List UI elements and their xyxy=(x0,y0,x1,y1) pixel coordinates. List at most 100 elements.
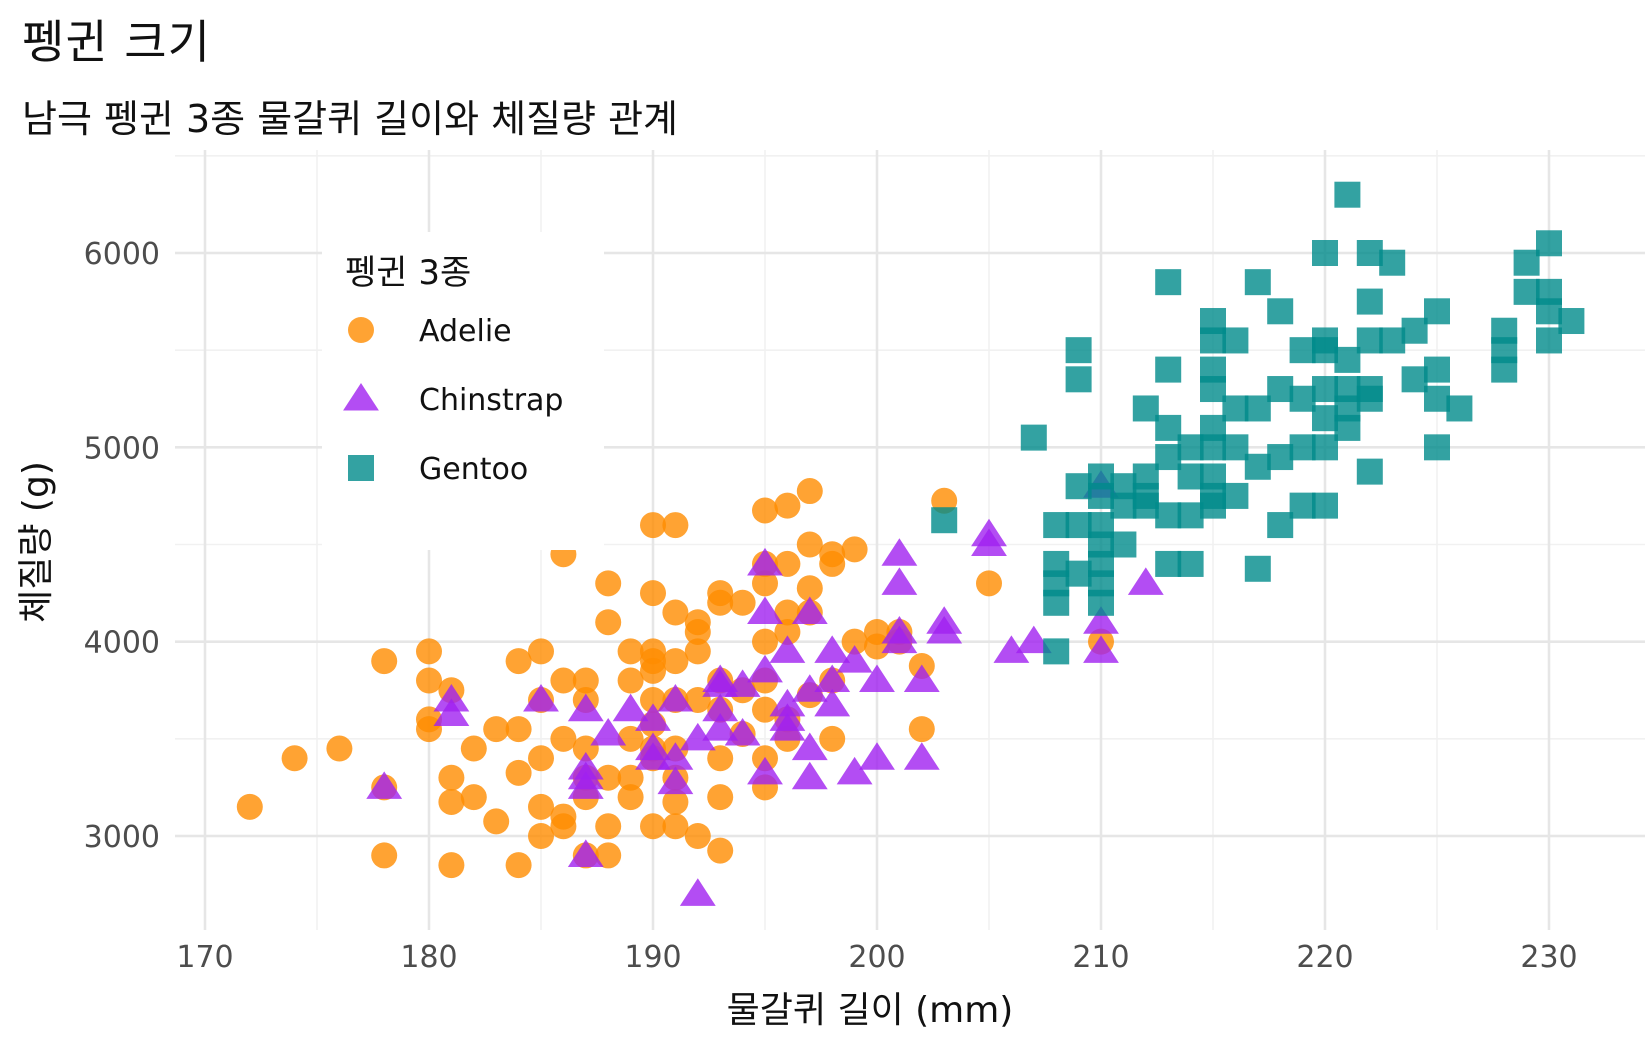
gentoo-point xyxy=(1065,473,1092,500)
adelie-point xyxy=(707,784,734,811)
gentoo-point xyxy=(1334,376,1361,403)
gentoo-point xyxy=(1513,249,1540,276)
gentoo-point xyxy=(1132,395,1159,422)
gentoo-point xyxy=(1289,434,1316,461)
x-axis-title: 물갈퀴 길이 (mm) xyxy=(727,990,1014,1031)
chinstrap-point xyxy=(769,713,806,741)
chinstrap-point xyxy=(859,664,895,693)
gentoo-point xyxy=(1177,463,1204,490)
gentoo-point xyxy=(1312,434,1338,461)
adelie-point xyxy=(841,628,868,655)
gentoo-point xyxy=(1177,502,1204,529)
chinstrap-point xyxy=(433,683,470,712)
gentoo-point xyxy=(1244,555,1271,582)
x-tick-label: 190 xyxy=(624,940,681,975)
chinstrap-point xyxy=(881,538,918,566)
gentoo-point xyxy=(1244,395,1271,422)
adelie-point xyxy=(908,716,935,743)
adelie-point xyxy=(617,764,644,791)
chinstrap-point xyxy=(769,635,806,663)
gentoo-point xyxy=(1088,570,1114,597)
chinstrap-point xyxy=(926,615,963,644)
chinstrap-point xyxy=(433,698,470,727)
gentoo-point xyxy=(931,507,958,534)
x-tick-label: 210 xyxy=(1072,940,1129,975)
chinstrap-point xyxy=(747,756,783,785)
adelie-point xyxy=(505,759,532,786)
series-gentoo xyxy=(931,181,1585,665)
gentoo-point xyxy=(1200,376,1226,403)
gentoo-point xyxy=(1065,512,1092,539)
chinstrap-point xyxy=(657,683,694,712)
adelie-point xyxy=(438,764,465,791)
legend-label: Adelie xyxy=(419,314,512,349)
chinstrap-point xyxy=(747,596,783,625)
legend[interactable]: 펭귄 3종 Adelie Chinstrap Gentoo xyxy=(322,232,604,550)
chinstrap-point xyxy=(567,839,604,867)
gentoo-point xyxy=(1177,434,1204,461)
adelie-point xyxy=(752,570,778,597)
gentoo-point xyxy=(1177,550,1204,577)
adelie-point xyxy=(416,638,442,665)
chinstrap-point xyxy=(747,547,783,576)
gentoo-point xyxy=(1267,512,1294,539)
chinstrap-point xyxy=(523,683,559,712)
chinstrap-point xyxy=(791,674,828,702)
gentoo-point xyxy=(1312,492,1338,519)
adelie-point xyxy=(774,599,801,626)
gentoo-point xyxy=(1401,317,1428,344)
chinstrap-point xyxy=(836,756,873,785)
gentoo-point xyxy=(1267,376,1294,403)
gentoo-point xyxy=(1222,482,1249,509)
legend-item-gentoo[interactable]: Gentoo xyxy=(348,452,528,487)
chinstrap-point xyxy=(366,771,403,799)
legend-item-adelie[interactable]: Adelie xyxy=(348,314,512,349)
chart-subtitle: 남극 펭귄 3종 물갈퀴 길이와 체질량 관계 xyxy=(22,97,679,141)
x-tick-label: 230 xyxy=(1520,940,1577,975)
legend-key-square xyxy=(348,455,374,481)
gentoo-point xyxy=(1155,550,1182,577)
adelie-point xyxy=(528,745,554,772)
gentoo-point xyxy=(1334,181,1361,208)
adelie-point xyxy=(528,638,554,665)
y-tick-label: 6000 xyxy=(84,237,160,272)
adelie-point xyxy=(550,725,577,752)
gentoo-point xyxy=(1065,560,1092,587)
adelie-point xyxy=(640,686,666,713)
adelie-point xyxy=(438,788,465,815)
adelie-point xyxy=(752,497,778,524)
gentoo-point xyxy=(1155,269,1182,296)
adelie-point xyxy=(371,842,398,869)
adelie-point xyxy=(438,852,465,879)
legend-item-chinstrap[interactable]: Chinstrap xyxy=(343,383,563,418)
adelie-point xyxy=(617,784,644,811)
adelie-point xyxy=(236,793,263,820)
gentoo-point xyxy=(1513,278,1540,305)
gentoo-point xyxy=(1155,502,1182,529)
y-tick-label: 3000 xyxy=(84,820,160,855)
adelie-point xyxy=(572,667,599,694)
adelie-point xyxy=(460,784,487,811)
adelie-point xyxy=(326,735,353,762)
legend-label: Chinstrap xyxy=(419,383,563,418)
chinstrap-point xyxy=(1127,567,1164,595)
adelie-point xyxy=(707,589,734,616)
adelie-point xyxy=(640,657,666,684)
chinstrap-point xyxy=(791,596,828,625)
adelie-point xyxy=(483,808,510,835)
legend-key-circle xyxy=(348,317,374,343)
adelie-point xyxy=(505,648,532,675)
gentoo-point xyxy=(1356,240,1383,266)
chinstrap-point xyxy=(881,625,918,654)
y-tick-label: 4000 xyxy=(84,626,160,661)
gentoo-point xyxy=(1020,424,1047,451)
chinstrap-point xyxy=(1083,606,1119,634)
adelie-point xyxy=(617,638,644,665)
gentoo-point xyxy=(1244,269,1271,296)
gentoo-point xyxy=(1132,492,1159,519)
data-points xyxy=(236,181,1585,906)
adelie-point xyxy=(796,575,823,602)
gentoo-point xyxy=(1536,230,1562,257)
y-axis-title: 체질량 (g) xyxy=(16,461,57,623)
adelie-point xyxy=(640,512,666,539)
